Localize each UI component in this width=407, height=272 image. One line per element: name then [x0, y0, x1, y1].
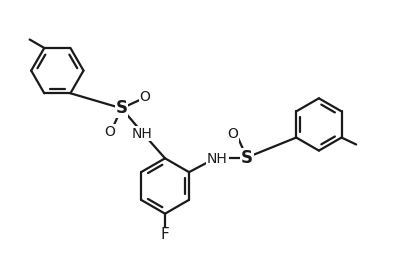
Text: F: F [161, 227, 169, 242]
Text: O: O [228, 128, 239, 141]
Text: S: S [116, 99, 127, 117]
Text: NH: NH [207, 152, 228, 166]
Text: O: O [139, 90, 150, 104]
Text: NH: NH [131, 127, 152, 141]
Text: S: S [241, 149, 253, 166]
Text: O: O [105, 125, 116, 139]
